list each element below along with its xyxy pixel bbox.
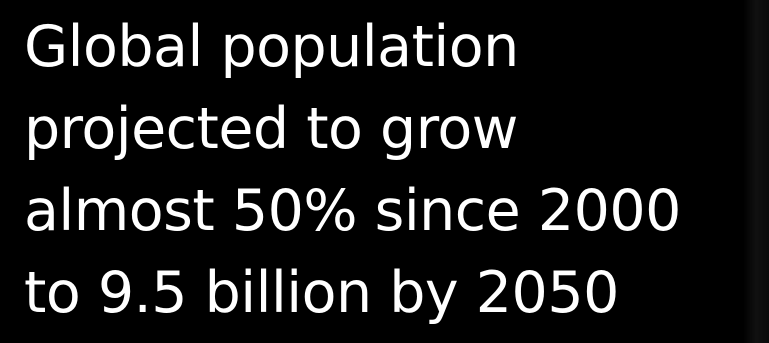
headline-line-3: almost 50% since 2000 — [24, 178, 681, 244]
headline-line-4: to 9.5 billion by 2050 — [24, 260, 619, 326]
edge-strip — [743, 0, 769, 343]
headline-line-1: Global population — [24, 14, 519, 80]
headline: Global population projected to grow almo… — [24, 6, 681, 334]
headline-line-2: projected to grow — [24, 96, 518, 162]
